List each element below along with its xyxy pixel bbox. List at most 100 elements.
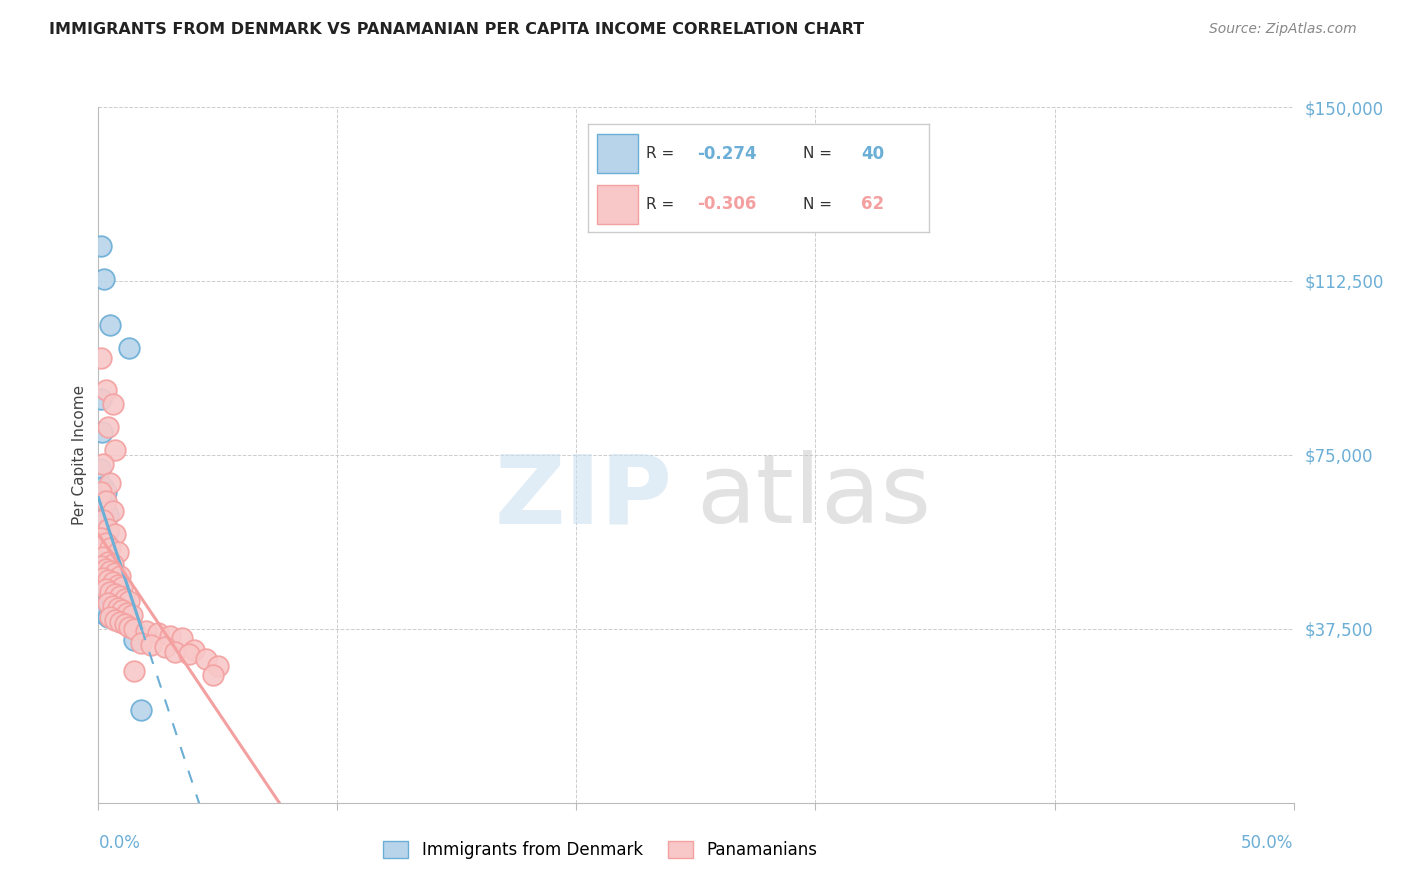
Point xyxy=(104,613,127,627)
Point xyxy=(94,568,117,582)
Point xyxy=(91,571,114,585)
Point xyxy=(91,513,114,527)
Point xyxy=(108,590,131,604)
Point xyxy=(98,541,122,555)
Point xyxy=(97,508,120,523)
Point xyxy=(90,239,112,253)
Point xyxy=(148,626,170,640)
Point xyxy=(98,610,122,624)
Point xyxy=(94,541,117,555)
Point xyxy=(97,610,120,624)
Point xyxy=(90,392,112,407)
Text: IMMIGRANTS FROM DENMARK VS PANAMANIAN PER CAPITA INCOME CORRELATION CHART: IMMIGRANTS FROM DENMARK VS PANAMANIAN PE… xyxy=(49,22,865,37)
Point xyxy=(94,485,117,500)
Point xyxy=(94,561,117,575)
Point xyxy=(94,578,117,592)
Y-axis label: Per Capita Income: Per Capita Income xyxy=(72,384,87,525)
Point xyxy=(89,462,111,476)
Point xyxy=(97,555,120,569)
Point xyxy=(118,594,141,608)
Point xyxy=(94,533,117,548)
Point xyxy=(101,575,124,590)
Point xyxy=(93,271,115,285)
Point xyxy=(97,524,120,539)
Point xyxy=(111,580,134,594)
Point xyxy=(90,485,112,500)
Point xyxy=(108,615,131,629)
Point xyxy=(90,513,112,527)
Point xyxy=(98,559,122,574)
Point xyxy=(107,601,129,615)
Point xyxy=(94,383,117,397)
Point xyxy=(98,587,122,601)
Point xyxy=(202,668,225,682)
Point xyxy=(107,578,129,592)
Point xyxy=(114,591,136,606)
Point xyxy=(194,652,217,666)
Point xyxy=(90,532,112,546)
Point xyxy=(93,499,115,513)
Point xyxy=(163,645,186,659)
Point xyxy=(111,603,134,617)
Point xyxy=(104,526,127,541)
Point xyxy=(124,622,146,636)
Point xyxy=(90,526,112,541)
Point xyxy=(124,633,146,648)
Text: 50.0%: 50.0% xyxy=(1241,834,1294,852)
Point xyxy=(98,318,122,332)
Point xyxy=(97,591,120,606)
Point xyxy=(94,503,117,517)
Point xyxy=(97,582,120,597)
Point xyxy=(91,457,114,471)
Legend: Immigrants from Denmark, Panamanians: Immigrants from Denmark, Panamanians xyxy=(378,836,823,864)
Point xyxy=(131,636,153,650)
Point xyxy=(94,522,117,536)
Point xyxy=(159,629,181,643)
Point xyxy=(101,599,124,613)
Point xyxy=(124,664,146,678)
Point xyxy=(179,648,201,662)
Point xyxy=(97,522,120,536)
Point xyxy=(91,606,114,620)
Point xyxy=(139,638,162,652)
Point xyxy=(94,536,117,550)
Point xyxy=(91,517,114,532)
Point xyxy=(207,659,229,673)
Point xyxy=(155,640,177,655)
Point xyxy=(97,538,120,552)
Point xyxy=(131,703,153,717)
Point xyxy=(98,475,122,490)
Point xyxy=(94,494,117,508)
Point xyxy=(107,545,129,559)
Point xyxy=(91,573,114,587)
Point xyxy=(172,631,194,645)
Point xyxy=(90,545,112,559)
Point xyxy=(118,619,141,633)
Point xyxy=(91,425,114,439)
Point xyxy=(121,607,143,622)
Point xyxy=(98,584,122,599)
Text: ZIP: ZIP xyxy=(494,450,672,543)
Point xyxy=(183,642,205,657)
Text: atlas: atlas xyxy=(696,450,931,543)
Point xyxy=(104,566,127,581)
Point xyxy=(135,624,157,639)
Point xyxy=(91,549,114,564)
Point xyxy=(90,559,112,574)
Point xyxy=(98,564,122,578)
Text: 0.0%: 0.0% xyxy=(98,834,141,852)
Point xyxy=(101,503,124,517)
Point xyxy=(91,536,114,550)
Point xyxy=(118,341,141,355)
Point xyxy=(97,596,120,610)
Point xyxy=(101,397,124,411)
Point xyxy=(91,480,114,494)
Point xyxy=(97,573,120,587)
Text: Source: ZipAtlas.com: Source: ZipAtlas.com xyxy=(1209,22,1357,37)
Point xyxy=(94,596,117,610)
Point xyxy=(101,557,124,571)
Point xyxy=(94,582,117,597)
Point xyxy=(98,599,122,613)
Point xyxy=(90,494,112,508)
Point xyxy=(97,420,120,434)
